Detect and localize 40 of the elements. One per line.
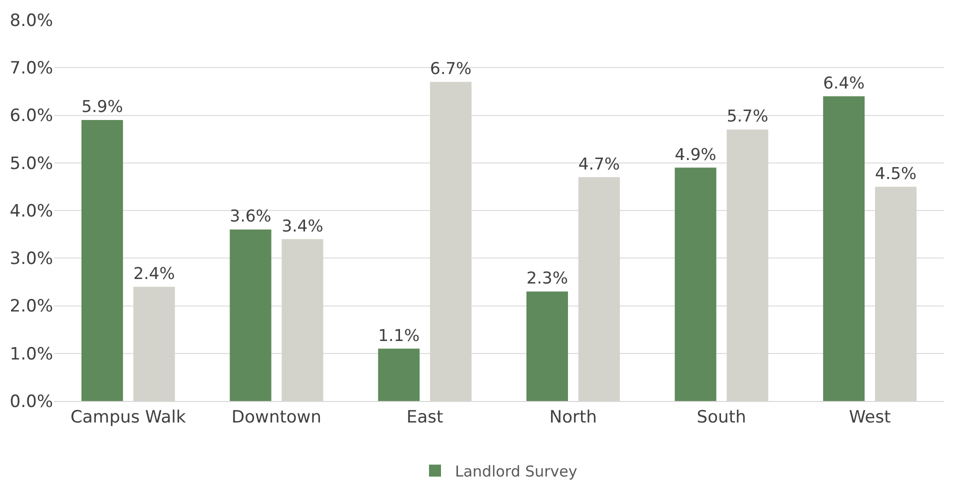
x-tick-label: West (848, 407, 892, 428)
data-label: 5.9% (81, 97, 123, 116)
y-tick-label: 4.0% (10, 201, 53, 222)
data-label: 2.4% (133, 264, 175, 283)
data-label: 4.7% (578, 154, 620, 174)
data-label: 4.9% (674, 144, 716, 164)
x-tick-label: North (549, 407, 597, 428)
data-label: 3.4% (282, 216, 324, 236)
bar (526, 291, 568, 401)
data-label: 6.7% (430, 59, 472, 78)
bar (230, 230, 272, 401)
y-tick-label: 0.0% (10, 392, 53, 412)
x-tick-label: South (696, 407, 746, 428)
y-tick-label: 3.0% (10, 249, 53, 270)
y-tick-label: 6.0% (10, 106, 53, 126)
data-label: 2.3% (526, 268, 568, 288)
data-label: 6.4% (823, 73, 865, 92)
y-tick-label: 1.0% (10, 344, 53, 364)
x-tick-label: East (406, 407, 444, 428)
bar (823, 96, 865, 401)
y-tick-label: 8.0% (10, 10, 53, 31)
data-label: 5.7% (726, 106, 768, 126)
bar (81, 120, 123, 401)
legend-label: Landlord Survey (455, 462, 578, 480)
bar (875, 186, 917, 401)
bar (674, 168, 716, 401)
bar (133, 286, 175, 401)
x-tick-label: Campus Walk (70, 407, 186, 428)
bar (378, 348, 420, 401)
bar (282, 239, 324, 401)
data-label: 3.6% (230, 206, 272, 226)
x-tick-label: Downtown (232, 407, 322, 428)
y-tick-label: 5.0% (10, 154, 53, 174)
bar (726, 130, 768, 401)
bar (578, 177, 620, 401)
y-tick-label: 2.0% (10, 296, 53, 317)
data-label: 4.5% (875, 164, 917, 183)
data-label: 1.1% (378, 326, 420, 345)
y-tick-label: 7.0% (10, 58, 53, 79)
bar (430, 82, 472, 401)
